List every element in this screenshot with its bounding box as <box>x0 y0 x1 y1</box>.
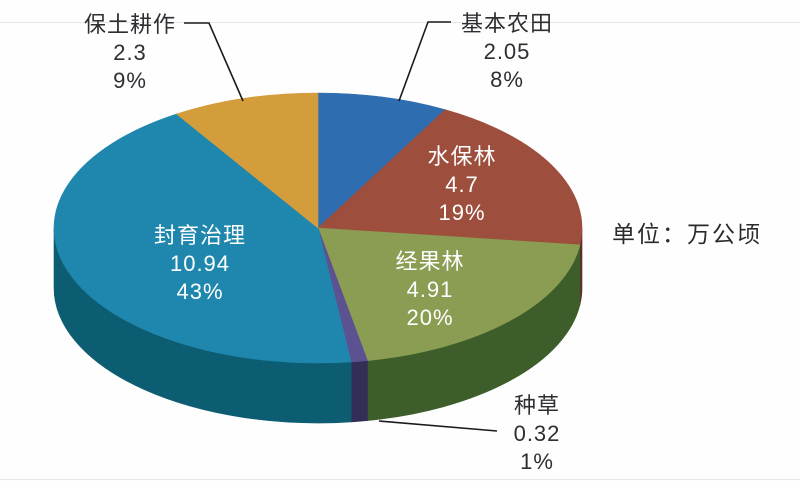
leader-line-zhongcao <box>378 420 498 432</box>
pie-slice-top-baotu-gengzuo <box>175 92 319 229</box>
slice-percent: 8% <box>490 67 524 92</box>
leader-line-baotu-gengzuo <box>184 22 244 102</box>
slice-value: 2.3 <box>113 40 147 65</box>
slice-percent: 43% <box>176 279 224 304</box>
slice-name: 经果林 <box>395 249 465 274</box>
slice-name: 种草 <box>513 393 560 418</box>
label-baotu-gengzuo: 保土耕作 2.3 9% <box>70 11 190 95</box>
slice-value: 2.05 <box>483 39 531 64</box>
pie-slice-top-jingguolin <box>317 227 581 361</box>
label-jiben-nongtian: 基本农田 2.05 8% <box>447 10 567 94</box>
scan-artifact-line-bottom <box>0 479 800 480</box>
slice-percent: 20% <box>406 305 454 330</box>
slice-percent: 9% <box>113 68 147 93</box>
pie-slice-top-shuibaolin <box>317 109 583 246</box>
slice-percent: 1% <box>520 449 554 474</box>
slice-name: 保土耕作 <box>83 12 176 37</box>
pie-slice-side-zhongcao <box>350 360 368 423</box>
label-jingguolin: 经果林 4.91 20% <box>370 248 490 332</box>
scan-artifact-line-top <box>0 22 800 23</box>
slice-value: 4.91 <box>406 277 454 302</box>
slice-name: 基本农田 <box>460 11 553 36</box>
label-fengyu-zhili: 封育治理 10.94 43% <box>125 222 275 306</box>
slice-percent: 19% <box>438 200 486 225</box>
label-shuibaolin: 水保林 4.7 19% <box>402 143 522 227</box>
slice-name: 封育治理 <box>153 223 246 248</box>
pie-slices <box>53 92 583 424</box>
slice-value: 4.7 <box>445 172 479 197</box>
slice-value: 10.94 <box>169 251 231 276</box>
slice-value: 0.32 <box>513 421 561 446</box>
unit-label: 单位：万公顷 <box>612 221 762 247</box>
leader-line-jiben-nongtian <box>398 21 451 102</box>
label-zhongcao: 种草 0.32 1% <box>477 392 597 476</box>
pie-slice-top-fengyu-zhili <box>53 113 352 364</box>
pie-slice-top-jiben-nongtian <box>317 92 446 229</box>
slice-name: 水保林 <box>427 144 497 169</box>
